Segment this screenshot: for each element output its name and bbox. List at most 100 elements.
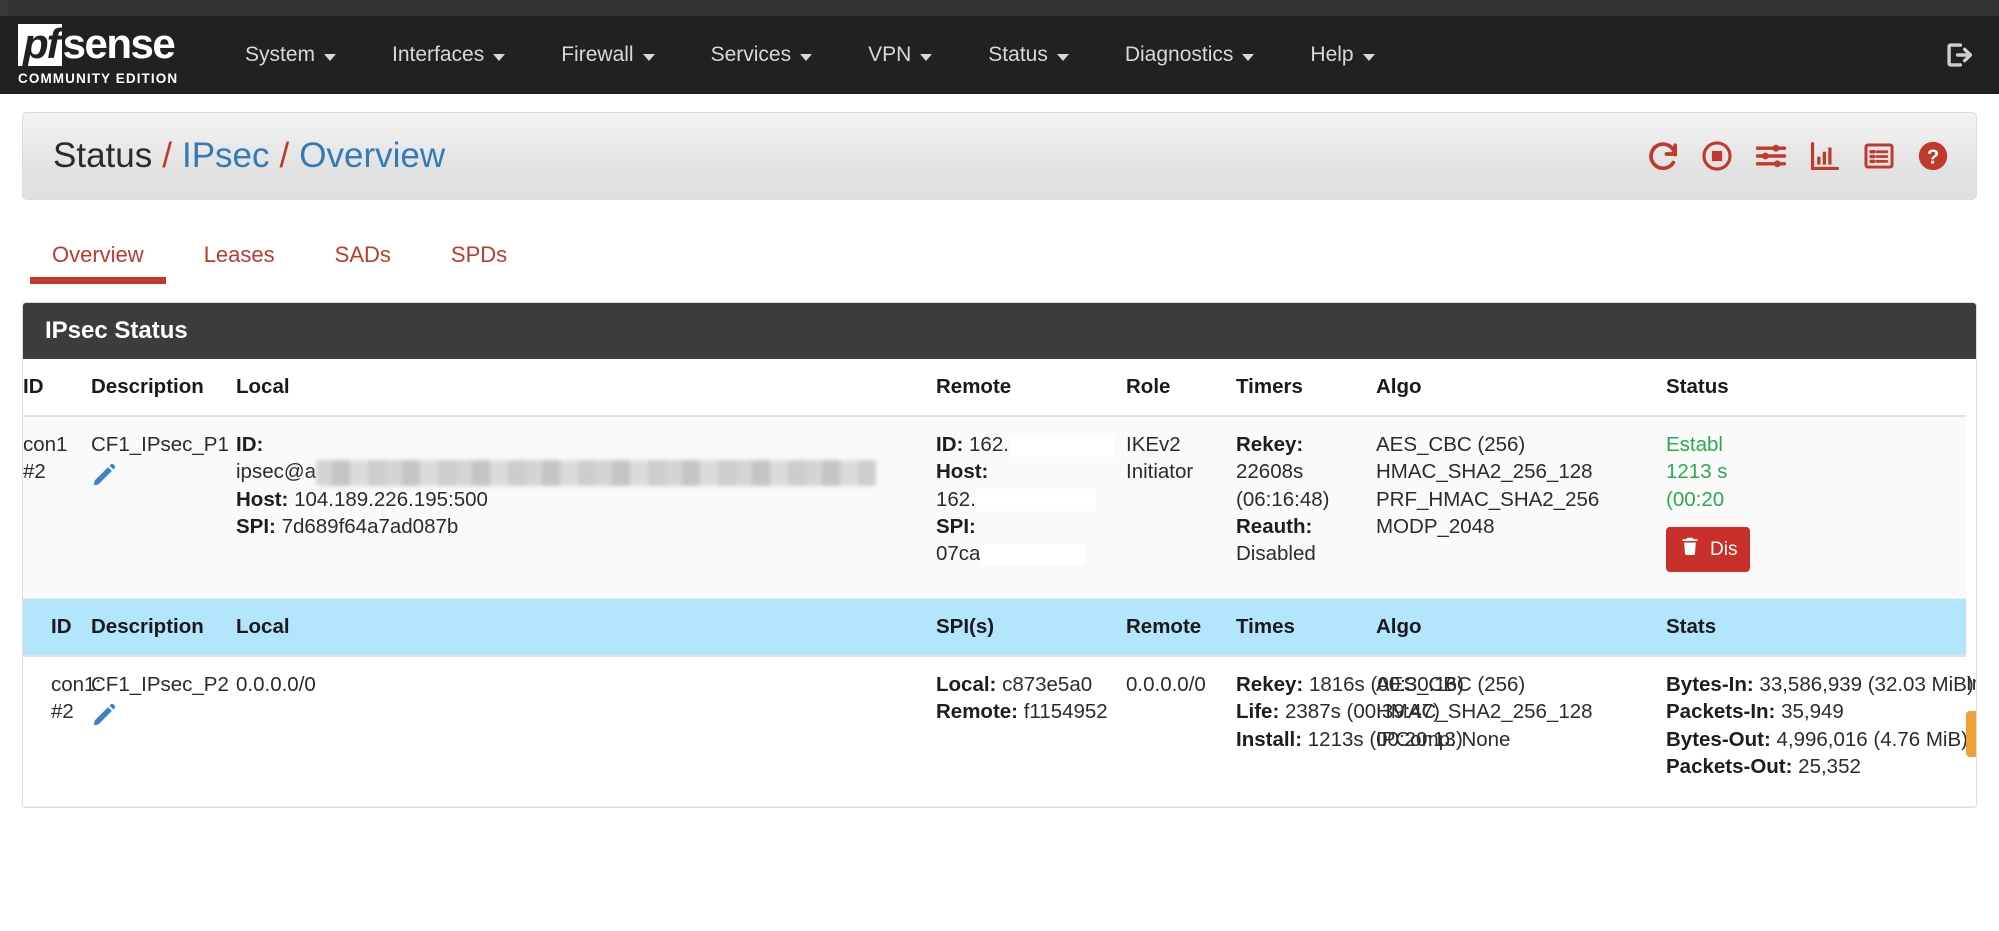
tab-spds-label: SPDs bbox=[450, 242, 508, 267]
nav-item-firewall[interactable]: Firewall bbox=[533, 16, 682, 94]
p2-description-cell: CF1_IPsec_P2 bbox=[91, 656, 236, 808]
p1-remote-id-row: ID: 162. bbox=[936, 431, 1116, 458]
p1-rekey-label: Rekey: bbox=[1236, 433, 1304, 456]
p1-algo-encryption: AES_CBC (256) bbox=[1376, 433, 1526, 456]
redacted-local-id bbox=[316, 459, 877, 486]
nav-item-interfaces-label: Interfaces bbox=[392, 43, 485, 66]
chevron-down-icon bbox=[1362, 53, 1375, 61]
pencil-icon[interactable] bbox=[91, 702, 117, 735]
sub-column-header-local: Local bbox=[236, 598, 936, 658]
p1-local-host-row: Host: 104.189.226.195:500 bbox=[236, 486, 926, 513]
p1-local-spi-row: SPI: 7d689f64a7ad087b bbox=[236, 513, 926, 540]
nav-item-system-label: System bbox=[245, 43, 316, 66]
p2-stats-cell: Bytes-In: 33,586,939 (32.03 MiB) Packets… bbox=[1666, 656, 1974, 808]
p1-rekey-time: (06:16:48) bbox=[1236, 487, 1330, 511]
p2-id-line1: con1: bbox=[51, 673, 102, 697]
breadcrumb: Status / IPsec / Overview bbox=[53, 136, 445, 176]
p1-remote-host-row: 162. bbox=[936, 486, 1116, 513]
nav-item-diagnostics[interactable]: Diagnostics bbox=[1097, 16, 1283, 94]
p1-id-cell: con1 #2 bbox=[23, 416, 91, 600]
p1-description-cell: CF1_IPsec_P1 bbox=[91, 416, 236, 600]
p2-packets-in-value: 35,949 bbox=[1781, 700, 1844, 724]
stop-circle-icon[interactable] bbox=[1700, 139, 1734, 173]
p2-rekey-label: Rekey: bbox=[1236, 673, 1304, 697]
p1-remote-spi-value: 07ca bbox=[936, 542, 981, 565]
chevron-down-icon bbox=[1056, 53, 1069, 61]
p2-packets-in-row: Packets-In: 35,949 bbox=[1666, 698, 1956, 725]
brand-sense-text: sense bbox=[62, 20, 176, 67]
page-body: Status / IPsec / Overview bbox=[0, 112, 1999, 809]
table-header-row: ID Description Local Remote Role Timers … bbox=[23, 359, 1976, 417]
p2-install-label: Install: bbox=[1236, 727, 1303, 751]
tab-bar: Overview Leases SADs SPDs bbox=[22, 222, 1977, 284]
nav-item-system[interactable]: System bbox=[217, 16, 364, 94]
redacted-remote-host bbox=[975, 489, 1096, 512]
redacted-remote-spi bbox=[980, 543, 1086, 566]
nav-item-interfaces[interactable]: Interfaces bbox=[364, 16, 533, 94]
chevron-down-icon bbox=[800, 53, 813, 61]
p2-spi-remote-value: f1154952 bbox=[1023, 700, 1108, 724]
column-header-description: Description bbox=[91, 359, 236, 417]
p2-algo-ipcomp: IPComp: None bbox=[1376, 727, 1511, 751]
disconnect-child-button[interactable]: Disco bbox=[1966, 711, 1976, 757]
bar-chart-icon[interactable] bbox=[1808, 139, 1842, 173]
chevron-down-icon bbox=[493, 53, 506, 61]
tab-overview[interactable]: Overview bbox=[22, 242, 174, 284]
p1-local-host-label: Host: bbox=[236, 487, 289, 511]
p1-role-mode: Initiator bbox=[1126, 460, 1194, 484]
tab-overview-label: Overview bbox=[52, 242, 144, 267]
refresh-icon[interactable] bbox=[1646, 139, 1680, 173]
tab-spds[interactable]: SPDs bbox=[421, 242, 537, 284]
p2-packets-in-label: Packets-In: bbox=[1666, 700, 1776, 724]
nav-item-vpn[interactable]: VPN bbox=[840, 16, 960, 94]
nav-item-help[interactable]: Help bbox=[1282, 16, 1402, 94]
p2-life-label: Life: bbox=[1236, 700, 1280, 724]
nav-item-firewall-label: Firewall bbox=[561, 43, 634, 66]
column-header-id: ID bbox=[23, 359, 91, 417]
p1-remote-spi-label: SPI: bbox=[936, 514, 976, 538]
sub-column-header-remote: Remote bbox=[1126, 598, 1236, 658]
list-icon[interactable] bbox=[1862, 139, 1896, 173]
p1-algo-integrity: HMAC_SHA2_256_128 bbox=[1376, 460, 1593, 484]
p2-install-row: Install: 1213s (00:20:13) bbox=[1236, 726, 1463, 753]
disconnect-button[interactable]: Dis bbox=[1666, 526, 1751, 573]
p1-timers-cell: Rekey: 22608s (06:16:48) Reauth: Disable… bbox=[1236, 416, 1376, 600]
tab-sads[interactable]: SADs bbox=[305, 242, 421, 284]
breadcrumb-level3[interactable]: Overview bbox=[299, 136, 446, 175]
p2-packets-out-row: Packets-Out: 25,352 bbox=[1666, 753, 1956, 780]
pfsense-logo[interactable]: pf sense COMMUNITY EDITION bbox=[18, 20, 193, 86]
p2-algo-integrity: HMAC_SHA2_256_128 bbox=[1376, 700, 1593, 724]
pencil-icon[interactable] bbox=[91, 462, 117, 495]
p1-algo-prf: PRF_HMAC_SHA2_256 bbox=[1376, 487, 1600, 511]
nav-item-status[interactable]: Status bbox=[960, 16, 1097, 94]
trash-icon bbox=[1679, 535, 1701, 564]
p2-spi-local-row: Local: c873e5a0 bbox=[936, 671, 1116, 698]
p1-status-elapsed: (00:20 bbox=[1666, 487, 1725, 511]
child-sa-header-row: ID Description Local SPI(s) Remote Times… bbox=[23, 598, 1976, 658]
sub-column-header-stats: Stats bbox=[1666, 598, 1966, 658]
p2-bytes-out-label: Bytes-Out: bbox=[1666, 727, 1771, 751]
p2-spi-local-label: Local: bbox=[936, 673, 997, 697]
column-header-local: Local bbox=[236, 359, 936, 417]
p2-bytes-in-row: Bytes-In: 33,586,939 (32.03 MiB) bbox=[1666, 671, 1974, 698]
p2-bytes-out-value: 4,996,016 (4.76 MiB) bbox=[1776, 727, 1968, 751]
logout-icon[interactable] bbox=[1941, 38, 1977, 72]
p2-id-cell: con1: #2 bbox=[23, 656, 102, 808]
tab-sads-label: SADs bbox=[334, 242, 391, 267]
breadcrumb-level2[interactable]: IPsec bbox=[181, 136, 270, 175]
p2-bytes-in-value: 33,586,939 (32.03 MiB) bbox=[1759, 673, 1974, 697]
p2-remote-cell: 0.0.0.0/0 bbox=[1126, 656, 1236, 808]
p1-status-cell: Establ 1213 s (00:20 Dis bbox=[1666, 416, 1966, 600]
help-circle-icon[interactable]: ? bbox=[1916, 139, 1950, 173]
p2-description-label: CF1_IPsec_P2 bbox=[91, 673, 229, 697]
p1-remote-cell: ID: 162. Host: 162. SPI: 07ca bbox=[936, 416, 1126, 600]
ipsec-status-panel: IPsec Status ID Description Local Remote bbox=[22, 302, 1977, 809]
p1-local-id-value: ipsec@a bbox=[236, 460, 317, 484]
p1-local-id-label: ID: bbox=[236, 433, 264, 456]
tab-leases[interactable]: Leases bbox=[174, 242, 305, 284]
sub-column-header-times: Times bbox=[1236, 598, 1376, 658]
sliders-icon[interactable] bbox=[1754, 139, 1788, 173]
nav-item-services[interactable]: Services bbox=[683, 16, 841, 94]
nav-item-status-label: Status bbox=[988, 43, 1048, 66]
tab-leases-label: Leases bbox=[203, 242, 275, 267]
